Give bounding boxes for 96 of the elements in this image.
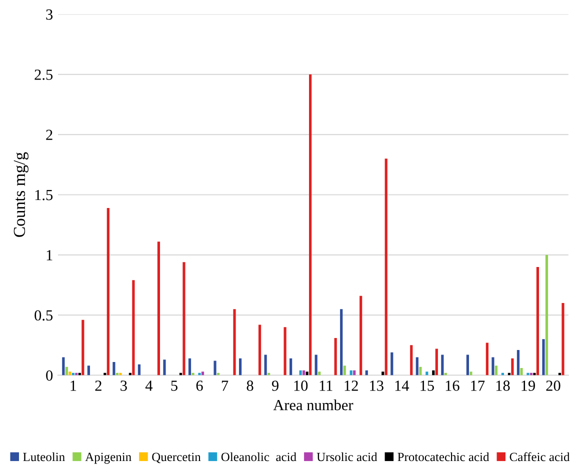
- x-tick-label: 19: [522, 380, 535, 391]
- legend-label: Apigenin: [85, 452, 132, 464]
- y-tick-label: 1.5: [35, 190, 53, 200]
- x-tick-label: 3: [120, 380, 127, 391]
- bar: [384, 158, 388, 376]
- x-tick-label: 5: [171, 380, 178, 391]
- x-tick-label: 13: [370, 380, 384, 391]
- legend-label: Ursolic acid: [316, 452, 378, 462]
- bar: [192, 372, 194, 376]
- bar: [62, 357, 65, 376]
- legend-label: Protocatechic acid: [398, 452, 490, 462]
- x-tick-label: 9: [272, 380, 278, 391]
- bar: [365, 370, 368, 376]
- y-tick-label: 2.5: [34, 70, 53, 80]
- bar: [290, 358, 292, 376]
- y-tick-label: 1: [46, 250, 52, 260]
- bar: [214, 360, 216, 376]
- bar: [163, 360, 166, 376]
- x-tick-label: 10: [294, 380, 308, 391]
- x-tick-label: 1: [70, 380, 76, 391]
- bar: [264, 354, 267, 376]
- x-tick-label: 16: [446, 380, 460, 391]
- x-tick-label: 18: [496, 380, 510, 391]
- bar: [334, 338, 337, 376]
- bar: [132, 280, 135, 376]
- x-tick-label: 15: [420, 380, 434, 391]
- x-tick-label: 2: [95, 380, 102, 391]
- bar: [299, 370, 302, 376]
- y-tick-label: 0.5: [34, 310, 53, 321]
- bar: [309, 74, 312, 376]
- bar: [435, 348, 438, 376]
- y-tick-label: 2: [46, 130, 52, 140]
- y-axis-title: Counts mg/g: [14, 152, 28, 237]
- bar: [233, 309, 236, 376]
- bar: [390, 352, 394, 376]
- x-tick-label: 17: [471, 380, 485, 391]
- bar: [284, 327, 286, 376]
- x-tick-label: 4: [145, 380, 153, 391]
- bar: [486, 342, 488, 376]
- x-tick-label: 14: [395, 380, 410, 391]
- legend-label: Quercetin: [152, 452, 201, 464]
- bar: [68, 372, 72, 376]
- bar: [511, 358, 514, 376]
- bar: [426, 372, 428, 376]
- bar: [258, 324, 262, 376]
- bar: [182, 262, 186, 376]
- bar: [492, 357, 494, 376]
- x-tick-label: 8: [246, 380, 254, 391]
- bar: [302, 370, 306, 376]
- bar: [533, 372, 536, 376]
- bar: [340, 309, 343, 376]
- bar: [106, 208, 110, 376]
- bar: [526, 372, 530, 376]
- bar: [112, 362, 116, 376]
- bar: [562, 303, 564, 376]
- bar: [201, 372, 204, 376]
- bar: [536, 266, 540, 376]
- x-tick-label: 6: [196, 380, 203, 391]
- bar: [466, 354, 469, 376]
- bar: [516, 350, 520, 376]
- bar: [343, 366, 346, 376]
- x-tick-label: 7: [222, 380, 228, 391]
- bar: [382, 372, 384, 376]
- bar: [318, 372, 321, 376]
- bar: [306, 372, 308, 376]
- x-tick-label: 12: [344, 380, 358, 391]
- bar: [188, 358, 192, 376]
- bar: [198, 372, 201, 376]
- legend-label: Caffeic acid: [510, 452, 570, 462]
- x-tick-label: 11: [320, 380, 332, 391]
- y-tick-label: 3: [46, 9, 53, 20]
- bar: [65, 366, 68, 376]
- legend-label: Luteolin: [23, 452, 65, 462]
- bar: [441, 354, 444, 376]
- bar: [416, 357, 418, 376]
- bar: [520, 368, 523, 376]
- legend-label: Oleanolic acid: [221, 452, 296, 462]
- bar: [542, 339, 545, 376]
- bar: [494, 366, 498, 376]
- bar: [87, 366, 90, 376]
- bar: [157, 242, 160, 376]
- bar: [82, 320, 84, 376]
- bar: [360, 296, 362, 376]
- bar: [432, 370, 435, 376]
- bar: [238, 358, 242, 376]
- bar: [545, 254, 548, 376]
- bar: [353, 370, 356, 376]
- x-tick-label: 20: [546, 380, 560, 391]
- bar: [314, 354, 318, 376]
- y-tick-label: 0: [46, 370, 53, 381]
- bar: [410, 345, 413, 376]
- bar: [350, 370, 352, 376]
- bar: [419, 366, 422, 376]
- bar: [138, 364, 141, 376]
- x-axis-title: Area number: [273, 400, 354, 410]
- bar: [470, 372, 472, 376]
